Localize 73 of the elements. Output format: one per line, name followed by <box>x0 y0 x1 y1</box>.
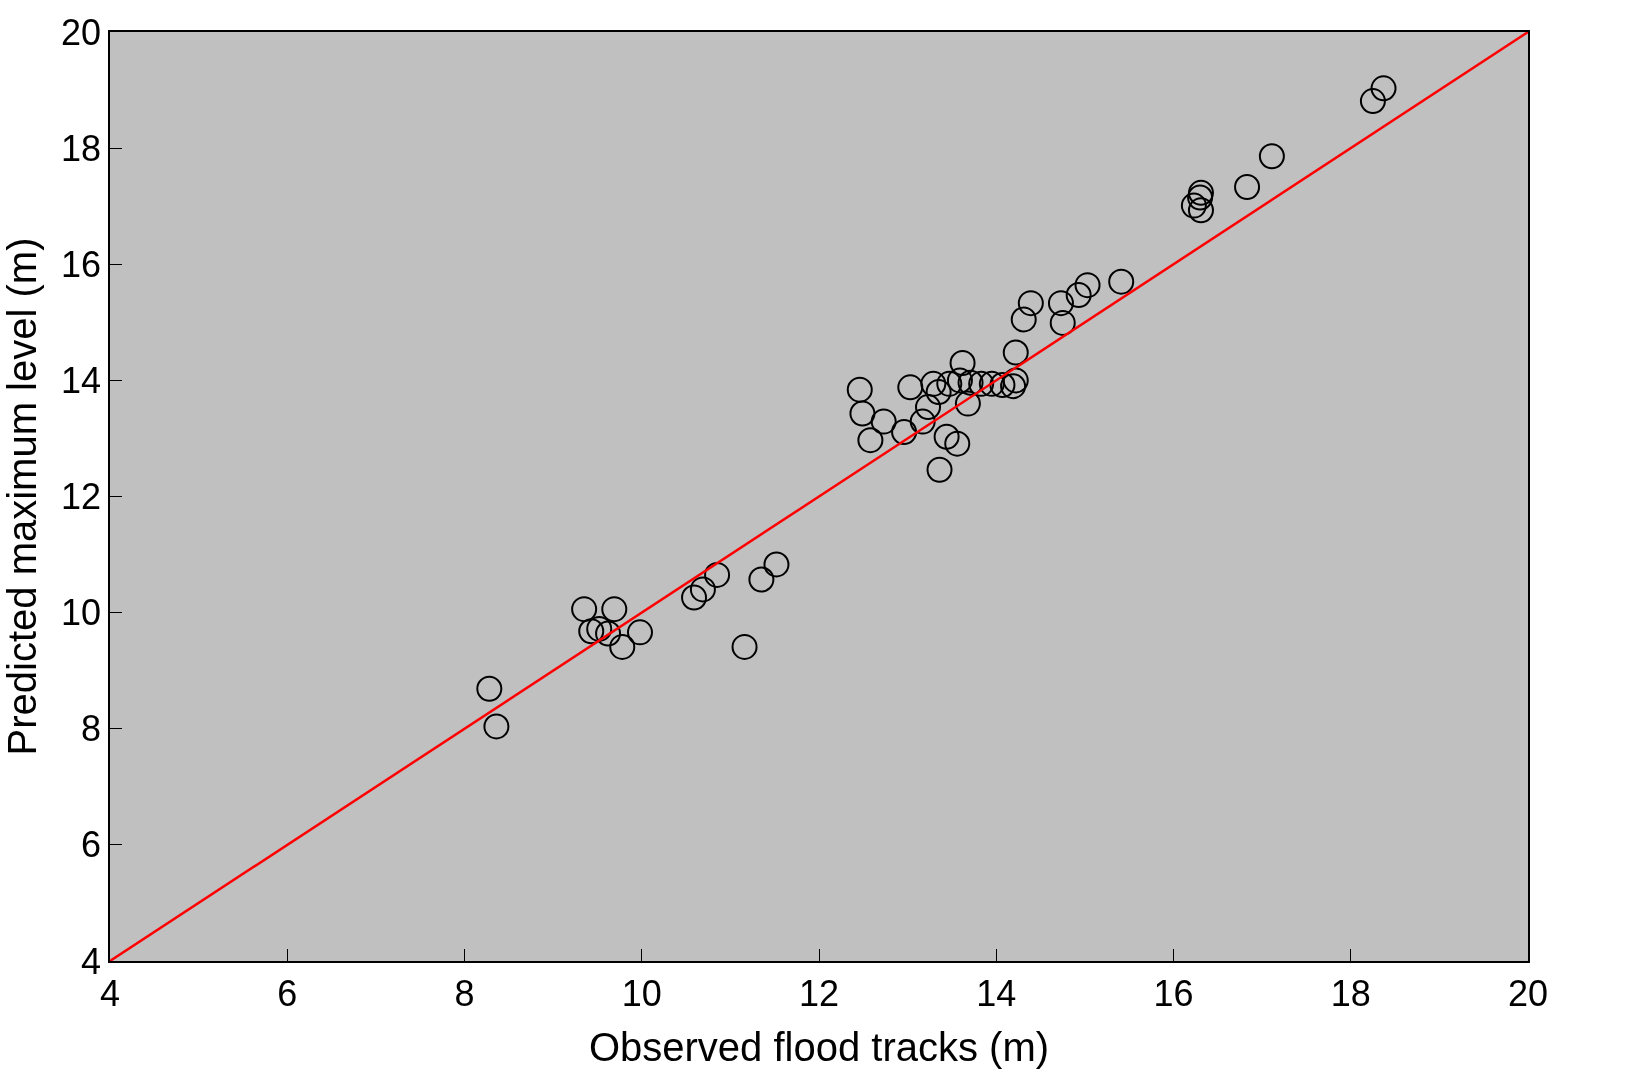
point <box>1180 192 1207 219</box>
point <box>968 370 995 397</box>
point <box>1065 282 1092 309</box>
point <box>1002 339 1029 366</box>
point <box>571 596 598 623</box>
y-tick-label: 12 <box>61 476 102 518</box>
point <box>483 713 510 740</box>
point <box>857 427 884 454</box>
point <box>1258 143 1285 170</box>
x-tick-label: 14 <box>976 972 1017 1014</box>
point <box>763 551 790 578</box>
point <box>1000 373 1027 400</box>
point <box>897 374 924 401</box>
point <box>915 394 942 421</box>
y-tick-label: 14 <box>61 359 102 401</box>
point <box>954 390 981 417</box>
point <box>1108 268 1135 295</box>
y-tick-label: 16 <box>61 243 102 285</box>
y-tick-label: 18 <box>61 127 102 169</box>
point <box>586 615 613 642</box>
point <box>1187 184 1214 211</box>
x-tick-label: 6 <box>277 972 298 1014</box>
x-tick-label: 10 <box>621 972 662 1014</box>
point <box>1049 309 1076 336</box>
point <box>849 400 876 427</box>
point <box>936 370 963 397</box>
point <box>731 633 758 660</box>
point <box>601 596 628 623</box>
point <box>1010 306 1037 333</box>
point <box>1074 272 1101 299</box>
x-tick-label: 16 <box>1153 972 1194 1014</box>
point <box>1359 88 1386 115</box>
point <box>1187 197 1214 224</box>
point <box>926 456 953 483</box>
point <box>609 633 636 660</box>
x-tick-label: 20 <box>1507 972 1549 1014</box>
point <box>1187 179 1214 206</box>
point <box>870 408 897 435</box>
y-tick-label: 6 <box>81 824 102 866</box>
point <box>689 576 716 603</box>
point <box>704 561 731 588</box>
x-tick-label: 18 <box>1330 972 1371 1014</box>
point <box>949 349 976 376</box>
point <box>925 378 952 405</box>
point <box>1370 75 1397 102</box>
y-tick-label: 10 <box>61 592 102 634</box>
y-axis-title: Predicted maximum level (m) <box>0 237 44 756</box>
y-tick-label: 20 <box>61 11 102 53</box>
point <box>1002 367 1029 394</box>
point <box>989 372 1016 399</box>
y-tick-label: 8 <box>81 708 102 750</box>
point <box>1234 174 1261 201</box>
point <box>476 675 503 702</box>
point <box>920 370 947 397</box>
point <box>1017 290 1044 317</box>
x-tick-label: 12 <box>798 972 840 1014</box>
point <box>578 618 605 645</box>
point <box>978 370 1005 397</box>
x-tick-label: 8 <box>454 972 475 1014</box>
point <box>748 566 775 593</box>
point <box>626 619 653 646</box>
point <box>681 584 708 611</box>
point <box>909 408 936 435</box>
y-tick-label: 4 <box>81 940 102 982</box>
point <box>944 430 971 457</box>
point <box>957 369 984 396</box>
point <box>891 419 918 446</box>
point <box>933 423 960 450</box>
point <box>946 367 973 394</box>
point <box>595 620 622 647</box>
x-axis-title: Observed flood tracks (m) <box>588 1024 1050 1069</box>
point <box>1047 290 1074 317</box>
point <box>846 376 873 403</box>
